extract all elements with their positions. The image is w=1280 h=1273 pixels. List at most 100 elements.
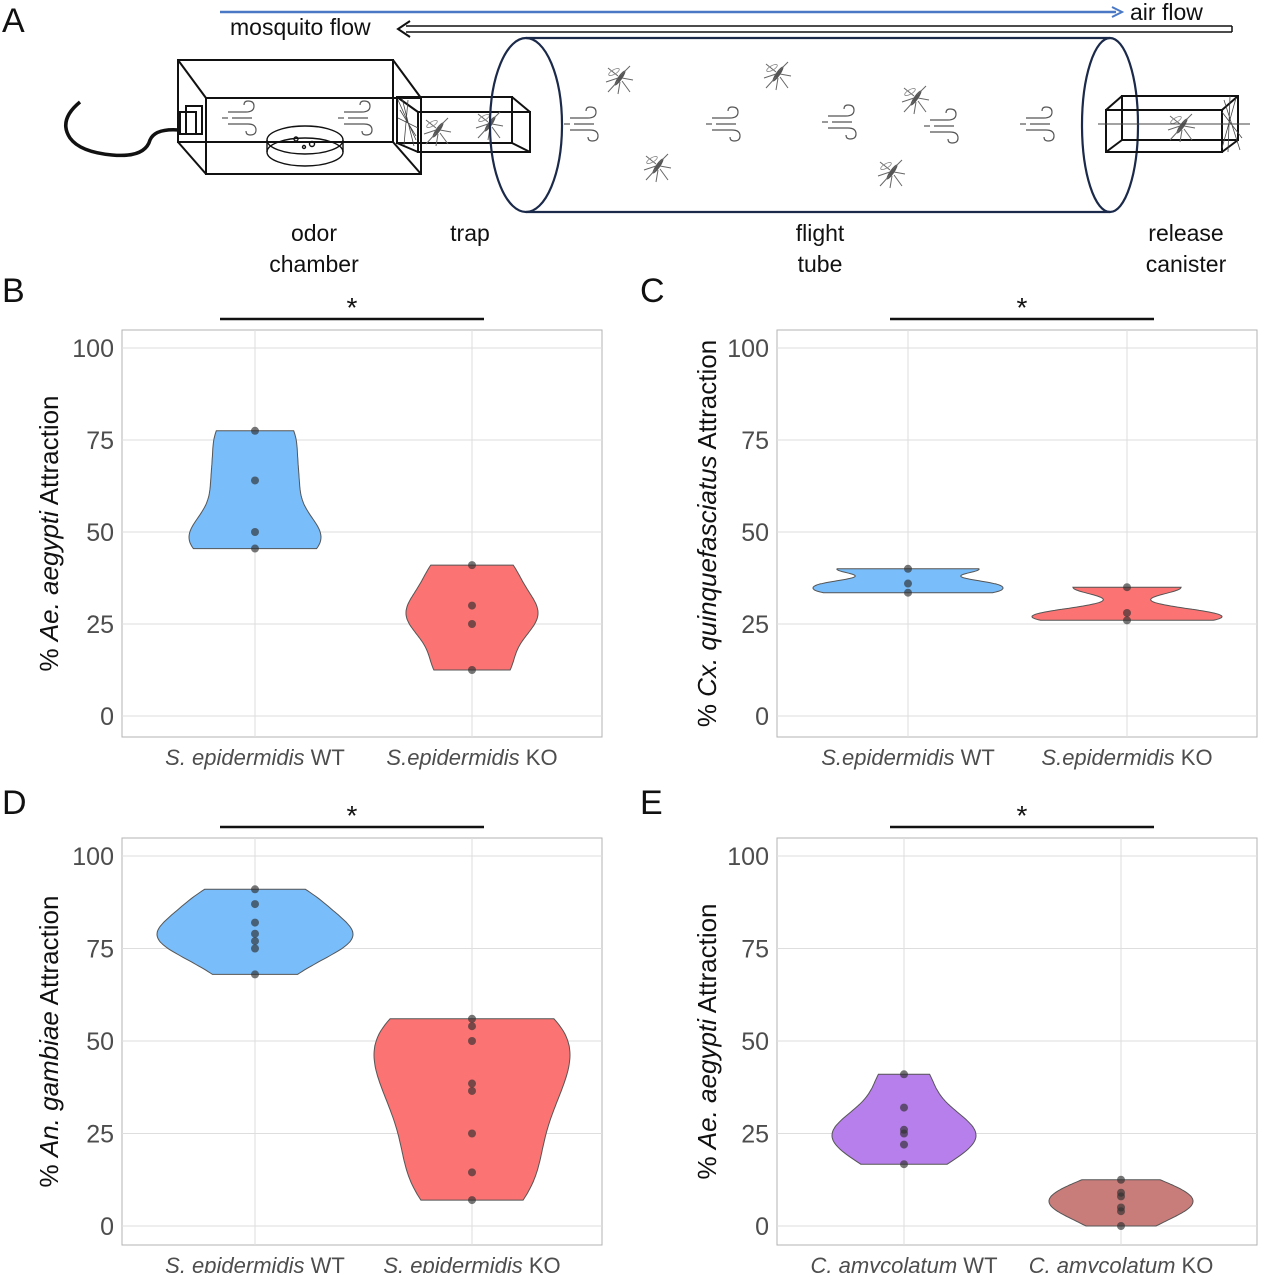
air-flow-label: air flow bbox=[1130, 0, 1203, 25]
mosquito-icon bbox=[877, 159, 906, 189]
y-tick-label: 100 bbox=[72, 843, 114, 871]
flight-tube-label: flight tube bbox=[795, 220, 845, 277]
mosquito-icon bbox=[423, 117, 452, 147]
panel-letter-e: E bbox=[640, 784, 663, 822]
data-point bbox=[251, 937, 259, 946]
air-gust-icon bbox=[1019, 106, 1055, 142]
significance-star: * bbox=[347, 292, 358, 323]
x-tick-label: C. amycolatum KO bbox=[1029, 1253, 1214, 1273]
x-tick-label: S.epidermidis KO bbox=[1041, 745, 1212, 770]
air-gust-icon bbox=[705, 106, 741, 142]
y-axis-label: % An. gambiae Attraction bbox=[34, 896, 64, 1188]
data-point bbox=[1123, 583, 1131, 592]
x-tick-label: S.epidermidis KO bbox=[386, 745, 557, 770]
data-point bbox=[468, 1129, 476, 1138]
y-tick-label: 50 bbox=[741, 519, 769, 547]
data-point bbox=[900, 1103, 908, 1112]
x-tick-label: S. epidermidis WT bbox=[165, 1253, 345, 1273]
data-point bbox=[900, 1125, 908, 1134]
violin-shape bbox=[1048, 1179, 1194, 1227]
significance-star: * bbox=[347, 800, 358, 831]
data-point bbox=[251, 476, 259, 485]
data-point bbox=[468, 1196, 476, 1205]
odor-chamber-box bbox=[177, 59, 422, 175]
y-tick-label: 100 bbox=[72, 335, 114, 363]
mosquito-icon bbox=[1167, 113, 1196, 143]
panel-letter-c: C bbox=[640, 272, 665, 310]
y-tick-label: 100 bbox=[727, 335, 769, 363]
x-tick-label: S.epidermidis WT bbox=[821, 745, 995, 770]
data-point bbox=[251, 528, 259, 536]
data-point bbox=[468, 561, 476, 570]
y-tick-label: 0 bbox=[755, 703, 769, 731]
air-gust-icon bbox=[221, 100, 257, 136]
violin-shape bbox=[373, 1018, 571, 1201]
data-point bbox=[1117, 1188, 1125, 1197]
y-tick-label: 25 bbox=[86, 1121, 114, 1149]
data-point bbox=[468, 1014, 476, 1023]
data-point bbox=[1117, 1203, 1125, 1212]
panel-letter-a: A bbox=[2, 2, 25, 40]
y-tick-label: 75 bbox=[741, 936, 769, 964]
violin-shape bbox=[405, 564, 539, 671]
violin-shape bbox=[831, 1073, 977, 1165]
y-tick-label: 50 bbox=[741, 1028, 769, 1056]
air-gust-icon bbox=[821, 104, 857, 140]
data-point bbox=[904, 579, 912, 588]
data-point bbox=[468, 1037, 476, 1045]
violin-shape bbox=[1031, 586, 1223, 621]
y-tick-label: 25 bbox=[86, 611, 114, 639]
data-point bbox=[251, 900, 259, 909]
data-point bbox=[904, 588, 912, 597]
mosquito-icon bbox=[901, 85, 930, 115]
y-tick-label: 50 bbox=[86, 1028, 114, 1056]
violin-chart-c: 0 25 50 75 100 S.epidermidis WT S.epidermidis … bbox=[692, 292, 1258, 770]
y-tick-label: 25 bbox=[741, 611, 769, 639]
data-point bbox=[468, 1086, 476, 1095]
panel-letter-d: D bbox=[2, 784, 27, 822]
y-tick-label: 75 bbox=[741, 427, 769, 455]
plot-frame bbox=[776, 329, 1258, 738]
violin-chart-d: 0 25 50 75 100 S. epidermidis WT S. epidermidi… bbox=[34, 800, 603, 1273]
data-point bbox=[468, 666, 476, 674]
y-axis-label: % Ae. aegypti Attraction bbox=[692, 903, 722, 1179]
air-gust-icon bbox=[563, 106, 599, 142]
data-point bbox=[251, 544, 259, 553]
x-tick-label: S. epidermidis WT bbox=[165, 745, 345, 770]
data-point bbox=[1123, 608, 1131, 617]
y-tick-label: 75 bbox=[86, 427, 114, 455]
mosquito-icon bbox=[643, 153, 672, 183]
violin-chart-e: 0 25 50 75 100 C. amycolatum WT C. amycolatum … bbox=[692, 800, 1258, 1273]
violin-shape bbox=[188, 430, 322, 550]
y-tick-label: 0 bbox=[100, 703, 114, 731]
x-tick-label: S. epidermidis KO bbox=[383, 1253, 560, 1273]
trap-label: trap bbox=[450, 220, 490, 246]
mosquito-flow-arrow bbox=[220, 6, 1125, 18]
data-point bbox=[1117, 1175, 1125, 1184]
data-point bbox=[900, 1070, 908, 1079]
y-tick-label: 25 bbox=[741, 1121, 769, 1149]
y-tick-label: 0 bbox=[755, 1213, 769, 1241]
data-point bbox=[1123, 616, 1131, 625]
mosquito-icon bbox=[605, 65, 634, 95]
y-axis-label: % Ae. aegypti Attraction bbox=[34, 395, 64, 671]
data-point bbox=[251, 944, 259, 953]
data-point bbox=[468, 1022, 476, 1031]
data-point bbox=[904, 564, 912, 573]
data-point bbox=[251, 929, 259, 938]
air-gust-icon bbox=[337, 100, 373, 136]
data-point bbox=[468, 1079, 476, 1088]
air-gust-icon bbox=[923, 108, 959, 144]
y-tick-label: 50 bbox=[86, 519, 114, 547]
data-point bbox=[251, 885, 259, 894]
air-flow-arrow bbox=[396, 20, 1233, 38]
petri-dish-icon bbox=[266, 125, 344, 167]
mesh-screen-icon bbox=[397, 97, 419, 147]
panel-letter-b: B bbox=[2, 272, 25, 310]
data-point bbox=[468, 601, 476, 610]
flight-tube bbox=[488, 36, 1140, 214]
significance-star: * bbox=[1017, 292, 1028, 323]
data-point bbox=[468, 1168, 476, 1177]
cable-icon bbox=[64, 100, 181, 158]
x-tick-label: C. amycolatum WT bbox=[810, 1253, 997, 1273]
